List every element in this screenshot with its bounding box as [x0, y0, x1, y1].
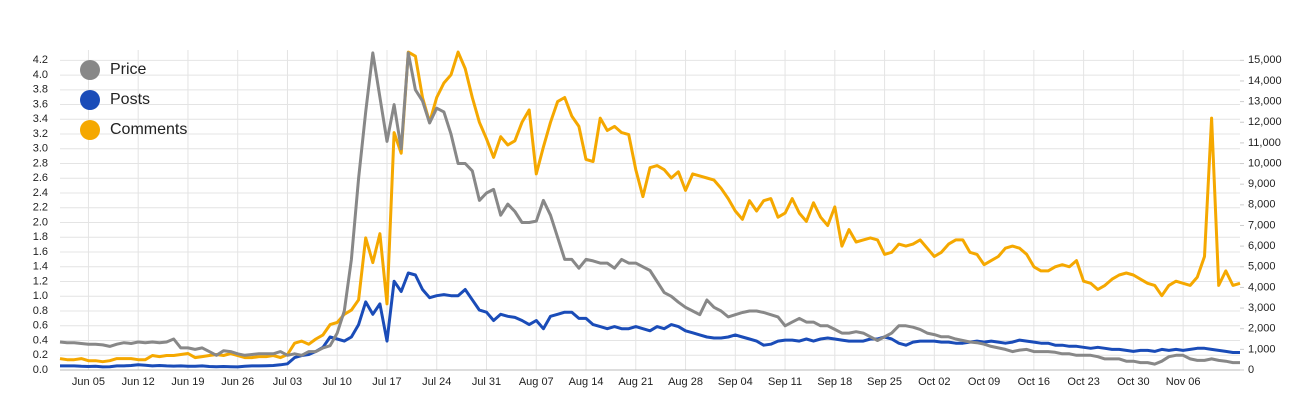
- y-tick-label: 2.2: [33, 202, 48, 214]
- y2-tick-label: 3,000: [1248, 302, 1276, 314]
- legend-swatch: [80, 90, 100, 110]
- y-tick-label: 0.2: [33, 349, 48, 361]
- y-tick-label: 3.0: [33, 143, 48, 155]
- y2-tick-label: 5,000: [1248, 261, 1276, 273]
- y-tick-label: 1.0: [33, 290, 48, 302]
- y-tick-label: 3.6: [33, 98, 48, 110]
- x-tick-label: Aug 28: [668, 376, 703, 388]
- x-tick-label: Sep 11: [768, 376, 802, 388]
- x-tick-label: Oct 02: [918, 376, 950, 388]
- x-tick-label: Jun 12: [122, 376, 155, 388]
- x-tick-label: Jul 17: [372, 376, 401, 388]
- x-tick-label: Sep 04: [718, 376, 753, 388]
- y2-tick-label: 7,000: [1248, 219, 1276, 231]
- y2-tick-label: 9,000: [1248, 178, 1276, 190]
- y2-tick-label: 4,000: [1248, 281, 1276, 293]
- x-tick-label: Sep 25: [867, 376, 902, 388]
- y2-tick-label: 8,000: [1248, 199, 1276, 211]
- legend-text: Comments: [110, 121, 187, 138]
- y2-tick-label: 6,000: [1248, 240, 1276, 252]
- y-tick-label: 3.8: [33, 84, 48, 96]
- legend-text: Posts: [110, 91, 150, 108]
- x-tick-label: Aug 14: [569, 376, 604, 388]
- y-tick-label: 1.8: [33, 231, 48, 243]
- x-tick-label: Jul 03: [273, 376, 302, 388]
- y-tick-label: 2.6: [33, 172, 48, 184]
- y2-tick-label: 15,000: [1248, 54, 1282, 66]
- y2-tick-label: 12,000: [1248, 116, 1282, 128]
- x-tick-label: Jul 31: [472, 376, 501, 388]
- x-tick-label: Oct 23: [1067, 376, 1099, 388]
- x-tick-label: Oct 16: [1018, 376, 1050, 388]
- x-tick-label: Aug 21: [618, 376, 653, 388]
- y-tick-label: 0.4: [33, 334, 48, 346]
- legend-swatch: [80, 60, 100, 80]
- legend-swatch: [80, 120, 100, 140]
- series-line: [59, 51, 1240, 366]
- y-tick-label: 1.6: [33, 246, 48, 258]
- legend-text: Price: [110, 61, 147, 78]
- y2-tick-label: 10,000: [1248, 157, 1282, 169]
- x-tick-label: Oct 09: [968, 376, 1000, 388]
- y2-tick-label: 11,000: [1248, 137, 1281, 149]
- x-tick-label: Nov 06: [1166, 376, 1201, 388]
- y2-tick-label: 2,000: [1248, 323, 1276, 335]
- y2-tick-label: 0: [1248, 364, 1254, 376]
- y-tick-label: 0.6: [33, 320, 48, 332]
- y-tick-label: 1.2: [33, 275, 48, 287]
- y-tick-label: 4.0: [33, 69, 48, 81]
- y-tick-label: 2.4: [33, 187, 48, 199]
- x-tick-label: Jun 05: [72, 376, 105, 388]
- y2-tick-label: 1,000: [1248, 343, 1276, 355]
- y-tick-label: 3.4: [33, 113, 48, 125]
- y-tick-label: 0.8: [33, 305, 48, 317]
- y-tick-label: 1.4: [33, 261, 48, 273]
- x-tick-label: Oct 30: [1117, 376, 1149, 388]
- y-tick-label: 2.8: [33, 157, 48, 169]
- y-tick-label: 3.2: [33, 128, 48, 140]
- series-line: [60, 271, 1240, 369]
- x-tick-label: Jul 24: [422, 376, 451, 388]
- y2-tick-label: 13,000: [1248, 96, 1282, 108]
- x-tick-label: Jun 19: [171, 376, 204, 388]
- y-tick-label: 4.2: [33, 54, 48, 66]
- x-tick-label: Jun 26: [221, 376, 254, 388]
- y-tick-label: 0.0: [33, 364, 48, 376]
- x-tick-label: Aug 07: [519, 376, 554, 388]
- y2-tick-label: 14,000: [1248, 75, 1282, 87]
- series-line: [59, 50, 1241, 364]
- x-tick-label: Jul 10: [323, 376, 352, 388]
- x-tick-label: Sep 18: [817, 376, 852, 388]
- y-tick-label: 2.0: [33, 216, 48, 228]
